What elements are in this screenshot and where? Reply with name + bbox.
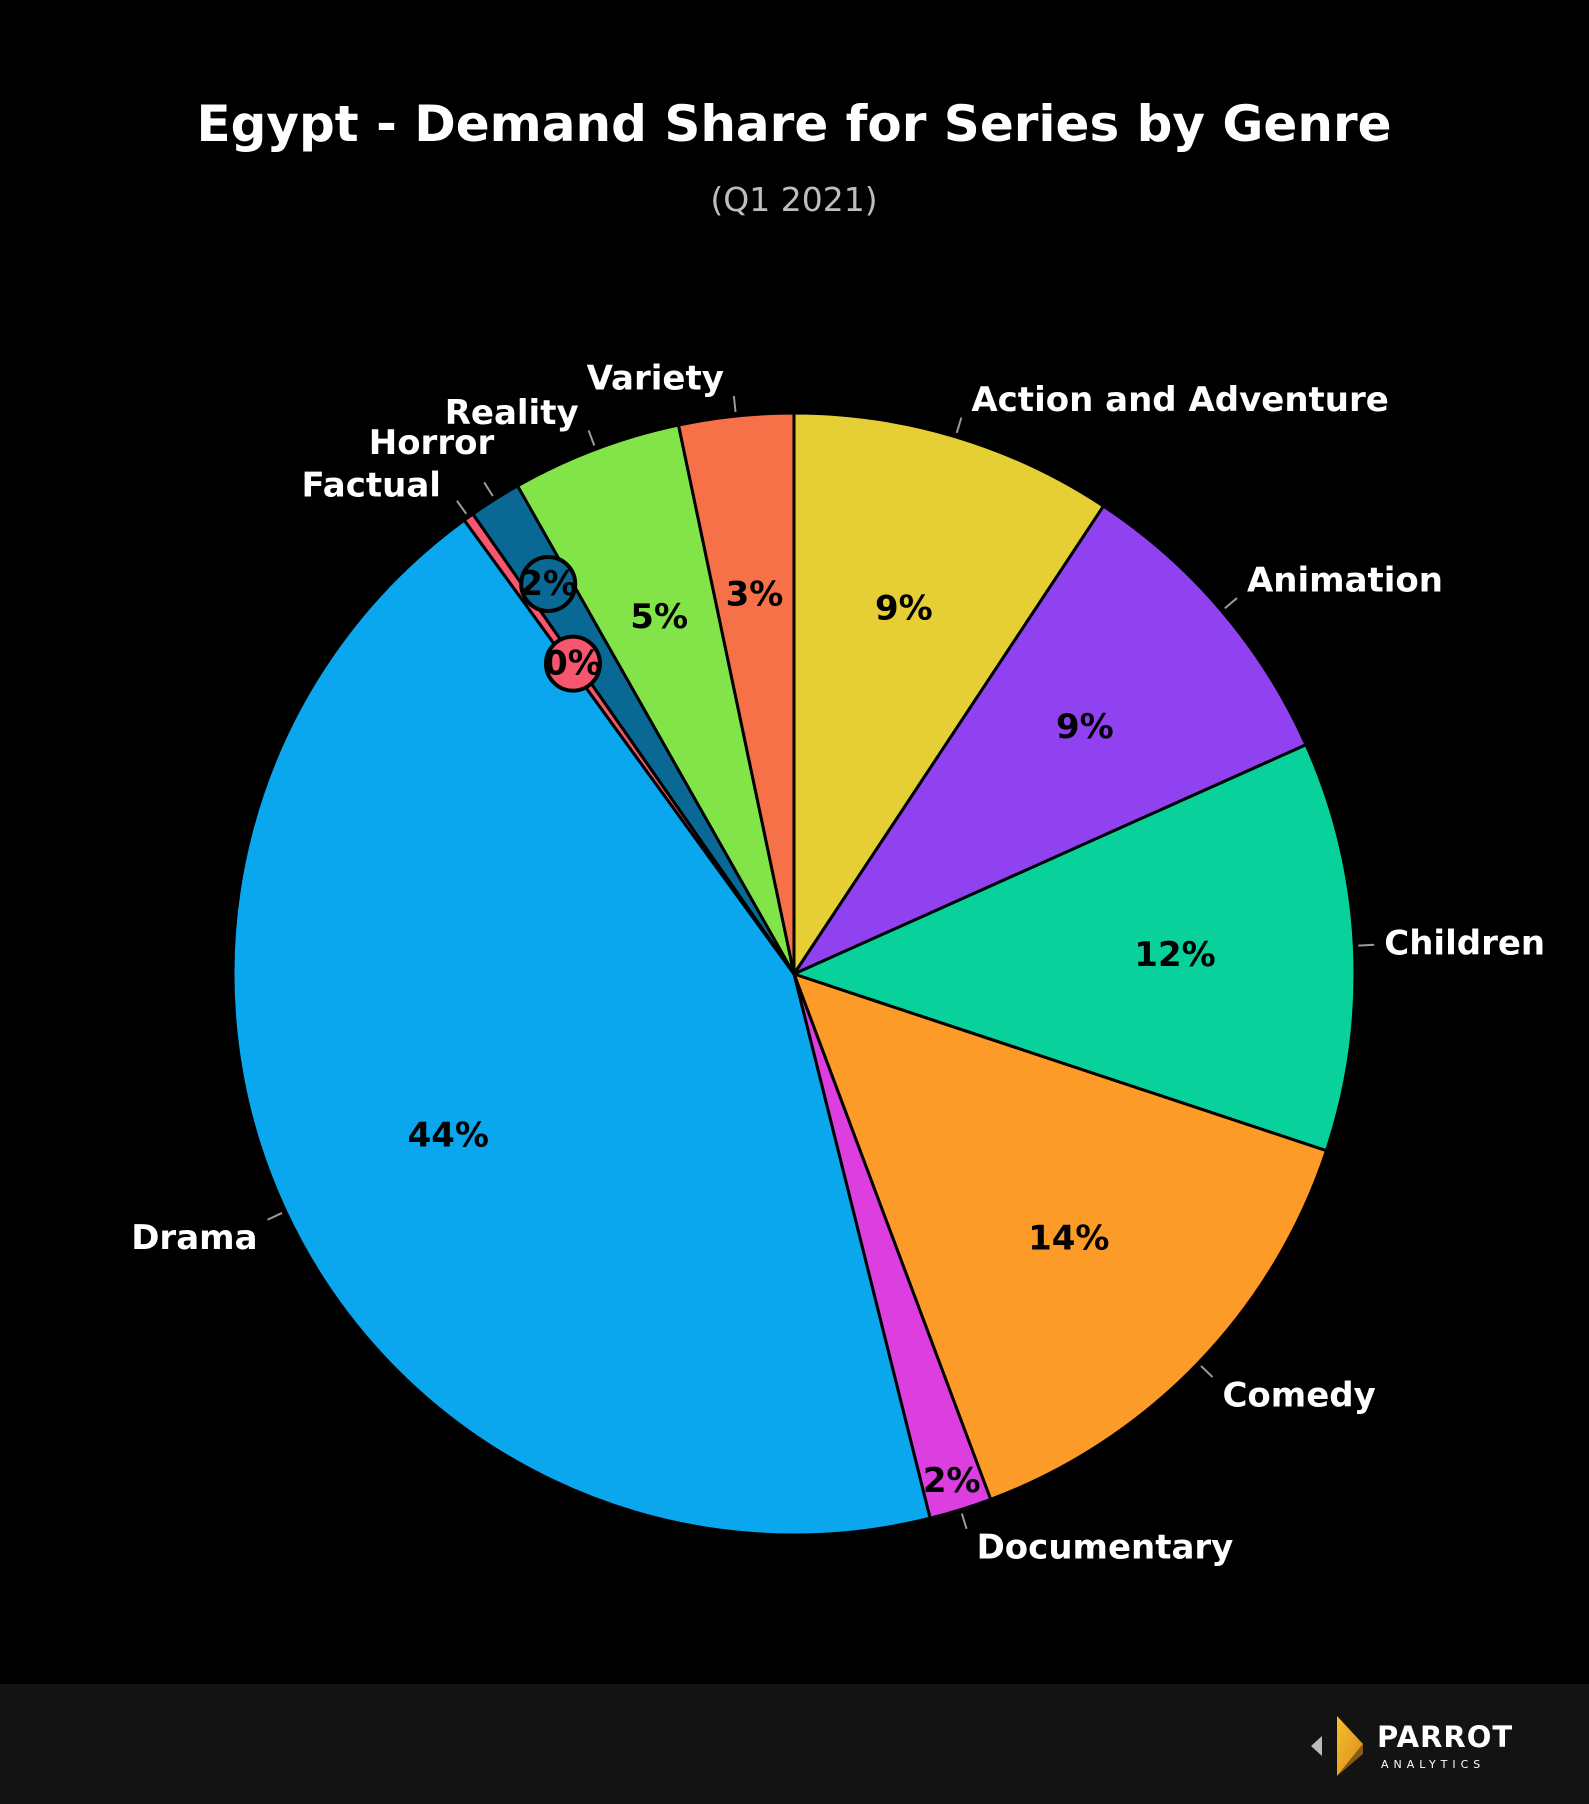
parrot-mark-icon xyxy=(1337,1716,1363,1776)
category-label-drama: Drama xyxy=(131,1218,257,1258)
leader-line-variety xyxy=(732,396,737,413)
category-label-reality: Reality xyxy=(445,393,579,433)
pie-slice-action-and-adventure xyxy=(792,411,1105,976)
leader-line-factual xyxy=(456,500,468,515)
category-label-animation: Animation xyxy=(1247,561,1443,601)
value-label-reality: 5% xyxy=(630,597,688,637)
value-label-comedy: 14% xyxy=(1028,1219,1109,1259)
chart-title: Egypt - Demand Share for Series by Genre xyxy=(196,95,1391,153)
leader-line-documentary xyxy=(960,1513,968,1530)
leader-line-children xyxy=(1358,943,1375,947)
value-bubble-horror xyxy=(519,554,578,613)
chart-subtitle: (Q1 2021) xyxy=(710,180,877,219)
pie-slice-children xyxy=(792,743,1357,1153)
leader-line-animation xyxy=(1224,597,1238,610)
pie-slices xyxy=(231,411,1357,1537)
category-label-comedy: Comedy xyxy=(1222,1376,1375,1416)
leader-line-drama xyxy=(267,1212,283,1221)
category-label-horror: Horror xyxy=(369,423,495,463)
value-label-horror: 2% xyxy=(519,564,577,604)
leader-line-reality xyxy=(587,430,596,446)
parrot-analytics-logo: PARROT ANALYTICS xyxy=(1311,1714,1531,1778)
value-label-children: 12% xyxy=(1134,935,1215,975)
category-label-children: Children xyxy=(1384,923,1545,963)
leader-line-horror xyxy=(483,481,494,497)
leader-line-action-and-adventure xyxy=(955,417,963,434)
pie-slice-comedy xyxy=(792,972,1328,1501)
leader-line-comedy xyxy=(1200,1365,1214,1378)
category-label-factual: Factual xyxy=(302,465,441,505)
category-label-variety: Variety xyxy=(587,359,724,399)
pie-category-labels: Action and Adventure Animation Children Com… xyxy=(131,359,1545,1568)
value-label-factual: 0% xyxy=(544,644,602,684)
value-bubble-factual xyxy=(543,634,602,693)
value-label-variety: 3% xyxy=(726,575,784,615)
category-label-action-and-adventure: Action and Adventure xyxy=(971,380,1388,420)
pie-slice-reality xyxy=(516,423,796,976)
logo-arrow-icon xyxy=(1311,1736,1322,1756)
pie-chart: Egypt - Demand Share for Series by Genre… xyxy=(131,95,1545,1568)
logo-wordmark: PARROT xyxy=(1377,1720,1514,1754)
pie-slice-variety xyxy=(677,411,796,976)
footer: PARROT ANALYTICS xyxy=(0,1684,1589,1804)
category-label-documentary: Documentary xyxy=(977,1527,1234,1567)
logo-subtext: ANALYTICS xyxy=(1381,1758,1486,1771)
pie-slice-drama xyxy=(231,518,932,1537)
value-label-drama: 44% xyxy=(408,1115,489,1155)
chart-area: Egypt - Demand Share for Series by Genre… xyxy=(131,95,1546,1568)
value-label-action-and-adventure: 9% xyxy=(875,589,933,629)
pie-slice-animation xyxy=(792,504,1308,976)
value-label-animation: 9% xyxy=(1056,707,1114,747)
value-label-documentary: 2% xyxy=(923,1461,981,1501)
pie-value-labels: 9% 9% 12% 14% 2% 44% 0% 2% 5% 3% xyxy=(408,554,1216,1501)
